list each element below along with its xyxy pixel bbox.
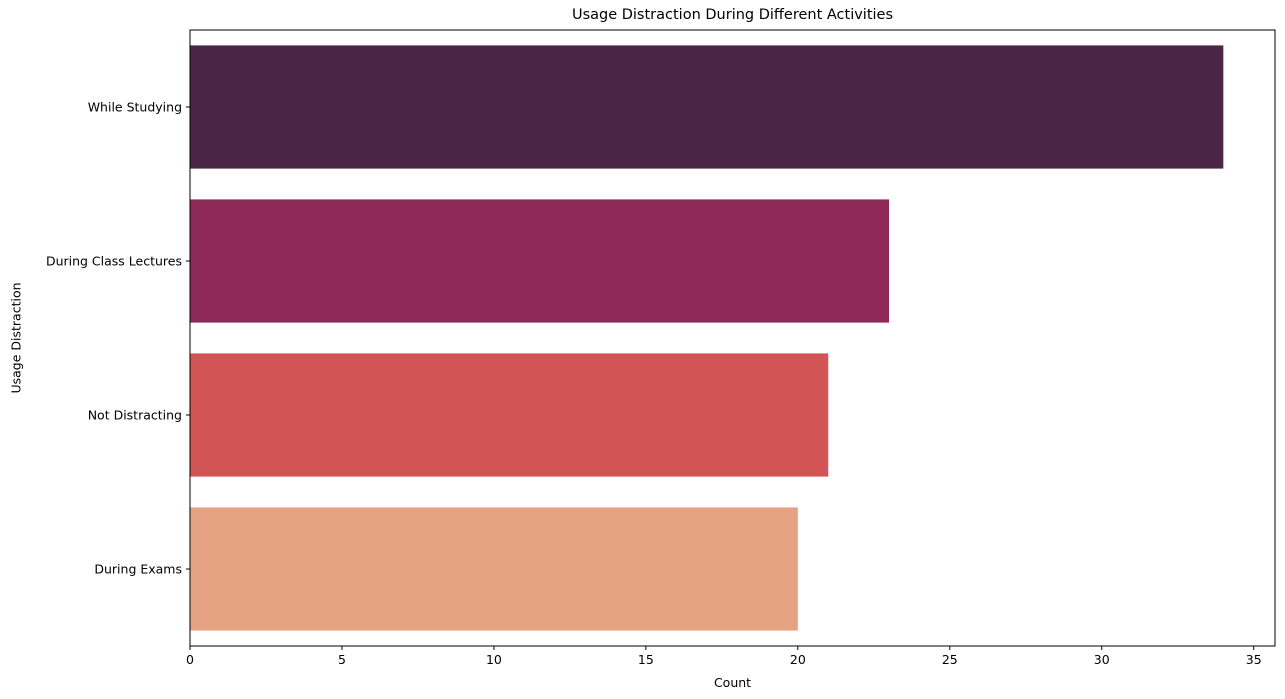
x-tick-label: 5	[338, 652, 346, 667]
y-tick-label: Not Distracting	[88, 408, 182, 423]
x-tick-label: 35	[1246, 652, 1262, 667]
plot-frame	[189, 29, 1276, 647]
bar	[190, 353, 829, 477]
y-axis-label: Usage Distraction	[8, 282, 24, 394]
x-tick-label: 20	[790, 652, 806, 667]
bar	[190, 507, 798, 631]
x-tick-label: 25	[942, 652, 958, 667]
y-tick-label: While Studying	[88, 100, 182, 115]
x-tick-label: 15	[638, 652, 654, 667]
bar	[190, 199, 890, 323]
bar	[190, 45, 1224, 169]
y-tick-label: During Exams	[94, 562, 182, 577]
x-tick-label: 10	[486, 652, 502, 667]
chart-title: Usage Distraction During Different Activ…	[571, 7, 894, 23]
x-tick-label: 0	[186, 652, 194, 667]
y-tick-label: During Class Lectures	[46, 254, 182, 269]
x-axis-label: Count	[713, 675, 752, 690]
x-tick-label: 30	[1094, 652, 1110, 667]
